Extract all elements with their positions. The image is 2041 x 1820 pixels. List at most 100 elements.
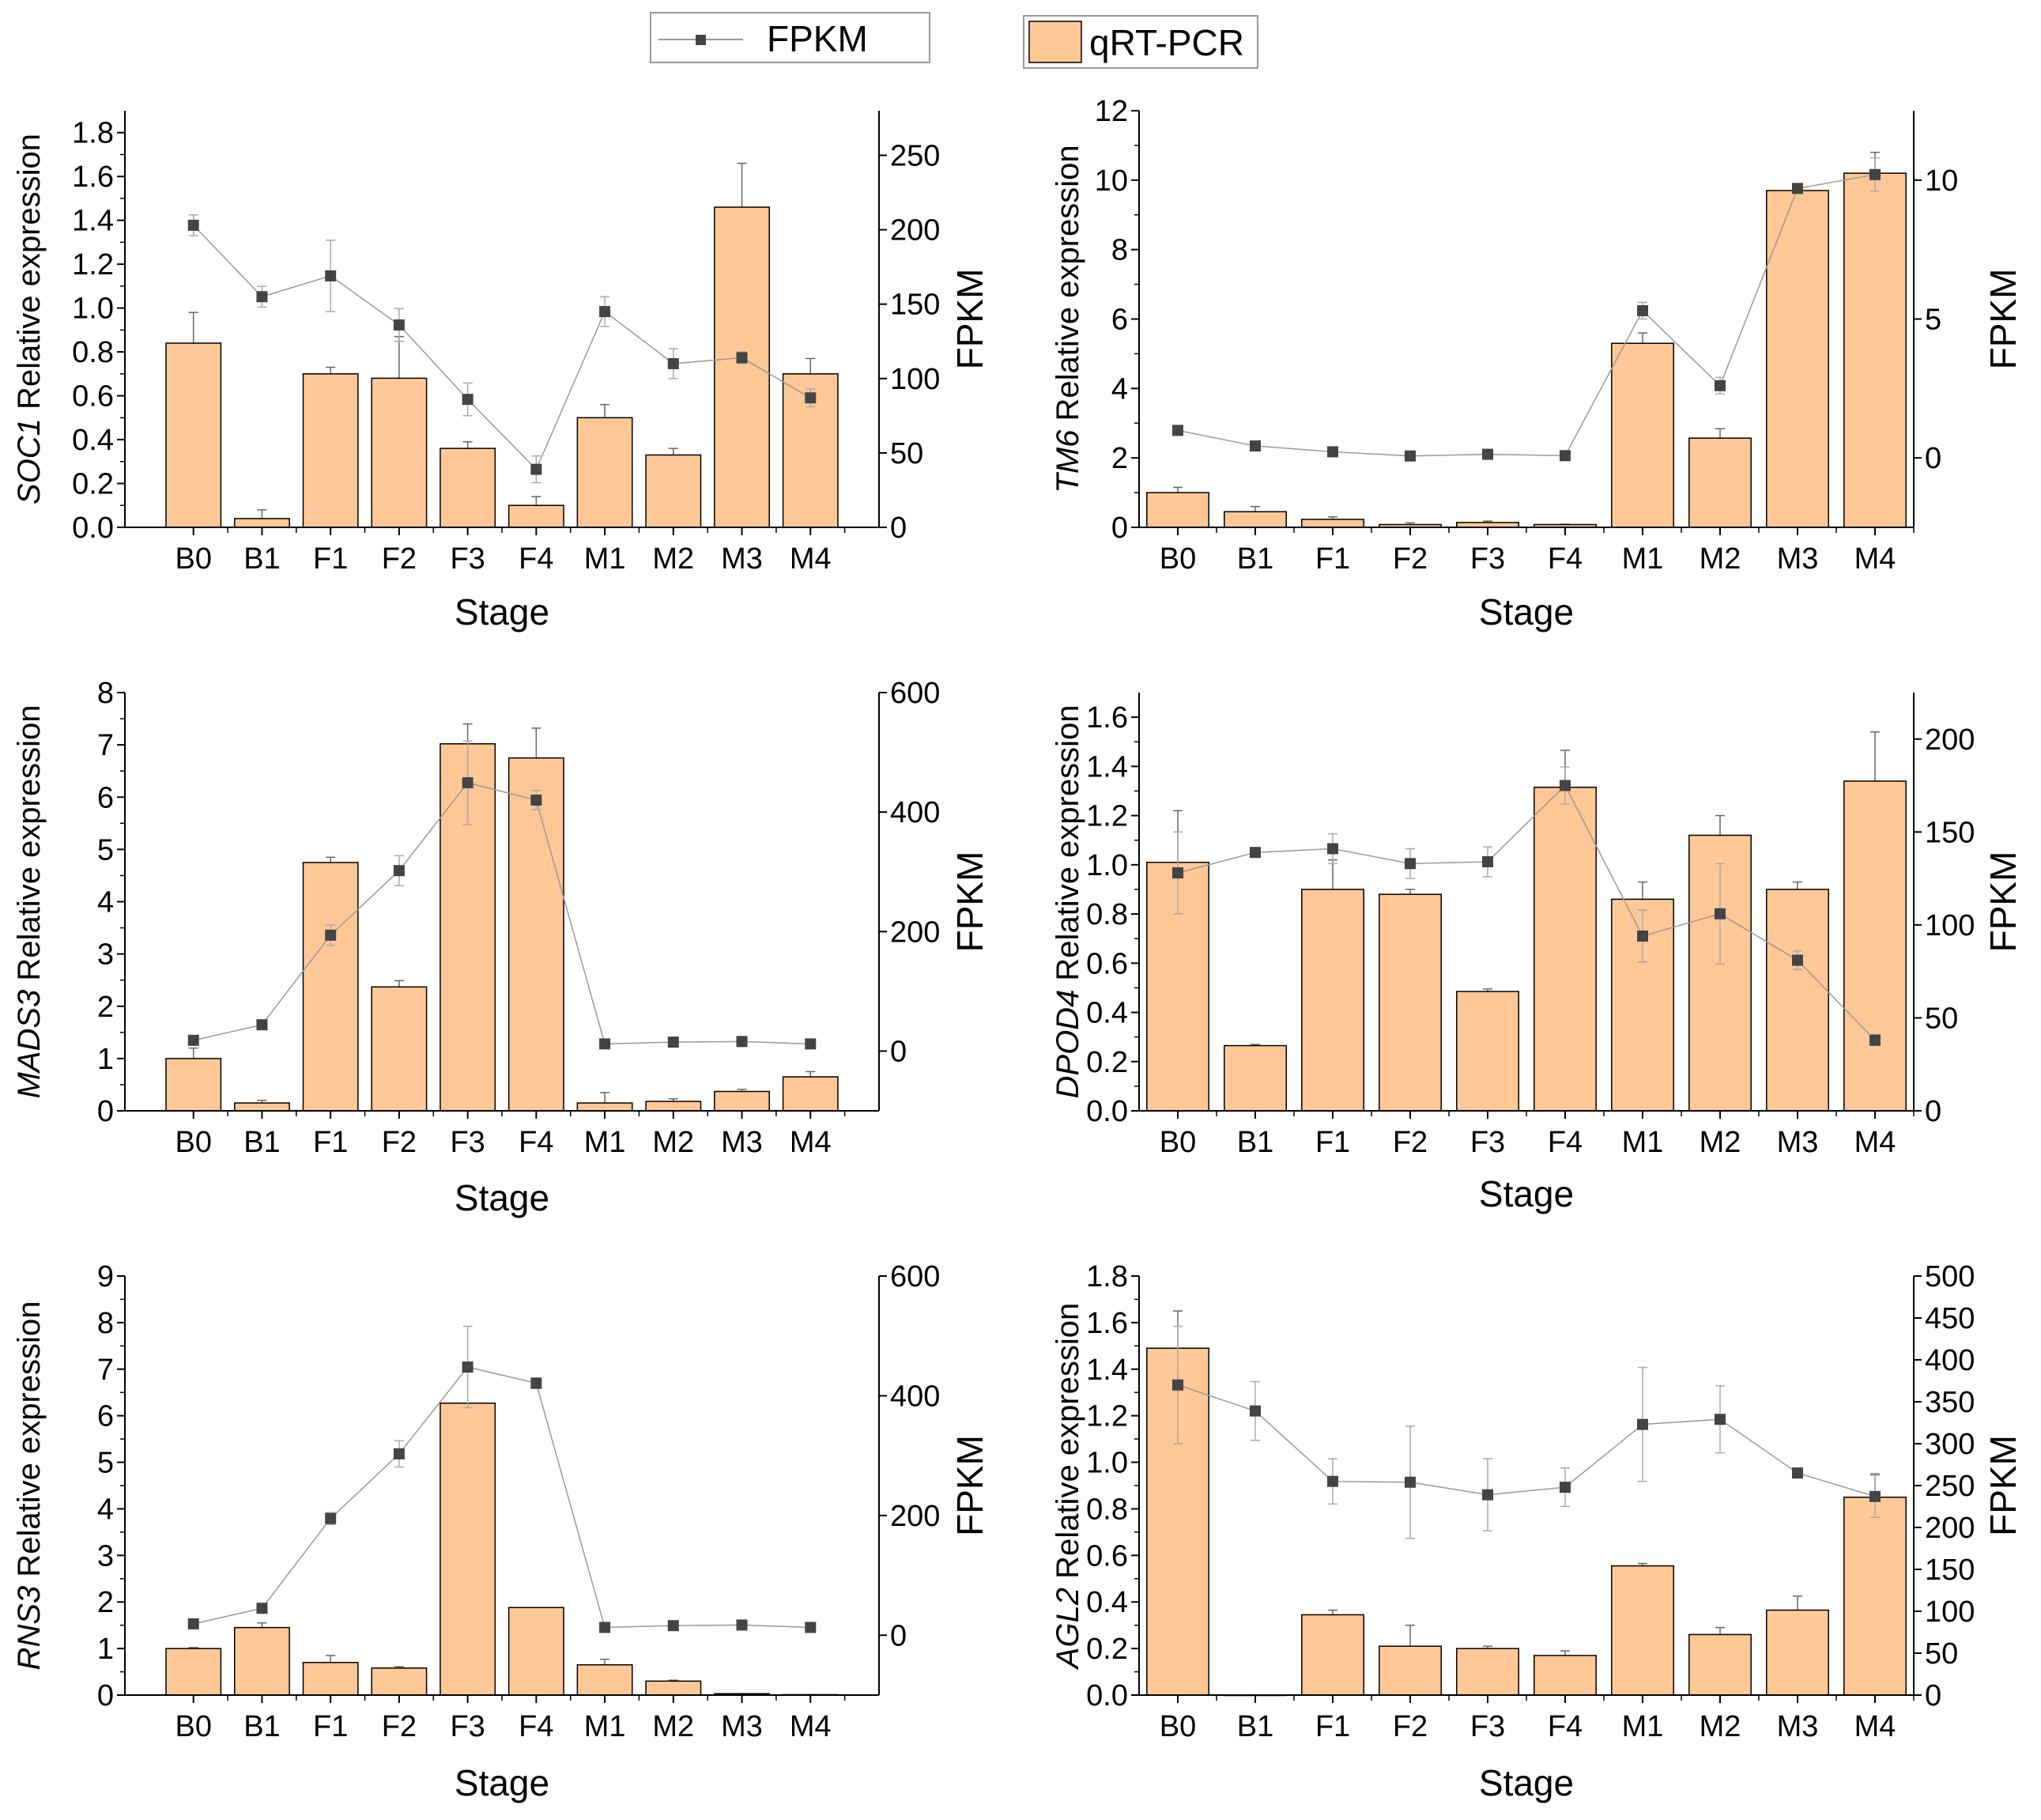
y-tick-label: 1 (97, 1043, 114, 1076)
x-tick-label: M2 (652, 1126, 694, 1159)
qpcr-bar-F4 (507, 1607, 564, 1696)
y-tick-label: 0.0 (1086, 1679, 1128, 1712)
x-axis-title: Stage (1479, 1173, 1574, 1214)
x-tick-label: B1 (243, 1126, 280, 1159)
fpkm-point-M1 (599, 1038, 611, 1050)
qpcr-bar-M1 (576, 1663, 633, 1696)
qpcr-bar-M4 (1843, 780, 1907, 1112)
qpcr-bar-F2 (371, 377, 428, 528)
fpkm-line (1177, 1384, 1876, 1497)
gene-name: AGL2 (1051, 1588, 1085, 1670)
qpcr-bar-M1 (1611, 342, 1674, 528)
y-tick-label: 5 (97, 1447, 114, 1480)
y2-axis-title: FPKM (949, 851, 990, 953)
fpkm-point-F2 (393, 319, 405, 331)
x-tick-label: F3 (1470, 1126, 1505, 1159)
y-axis-suffix: Relative expression (12, 705, 47, 990)
y-tick-label: 0.6 (1086, 947, 1128, 980)
y2-tick-label: 50 (1925, 1637, 1958, 1671)
y-tick-label: 1.6 (1086, 701, 1128, 734)
legend-fpkm: FPKM (650, 12, 930, 63)
y2-axis-title: FPKM (949, 1435, 990, 1536)
y2-tick-label: 150 (1925, 816, 1975, 849)
y-tick-label: 7 (97, 729, 114, 762)
fpkm-point-F3 (1482, 1489, 1493, 1501)
panel-agl2: 0.0 0.2 0.4 0.6 0.8 1.0 1.2 1.4 1.6 1.8 0 50 100 150 2… (1051, 1260, 2024, 1803)
x-axis-title: Stage (1479, 1762, 1574, 1803)
qpcr-bar-F1 (1301, 1614, 1364, 1696)
x-tick-label: F1 (313, 542, 348, 576)
fpkm-point-M1 (1637, 304, 1648, 316)
fpkm-point-F1 (1327, 446, 1338, 458)
fpkm-point-B1 (1250, 1405, 1261, 1417)
fpkm-point-M4 (805, 1622, 817, 1633)
x-tick-label: M3 (1777, 542, 1819, 576)
fpkm-point-F4 (530, 795, 542, 806)
y-tick-label: 1.4 (72, 205, 114, 238)
fpkm-point-F4 (1560, 780, 1571, 791)
fpkm-line (193, 225, 811, 470)
y-tick-label: 1.2 (1086, 1400, 1128, 1433)
qpcr-bar-B1 (1224, 1044, 1287, 1112)
x-tick-label: M2 (1700, 1126, 1741, 1159)
x-tick-label: F3 (1470, 1710, 1505, 1743)
y-axis-title: AGL2 Relative expression (1051, 1303, 1085, 1670)
x-tick-label: M1 (1622, 1126, 1664, 1159)
fpkm-point-B1 (1250, 847, 1261, 859)
y2-tick-label: 0 (1925, 1679, 1941, 1712)
x-tick-label: B1 (1237, 542, 1273, 576)
y-tick-label: 0 (1111, 512, 1128, 545)
y-tick-label: 0.6 (72, 380, 114, 413)
fpkm-point-F4 (530, 1377, 542, 1389)
fpkm-point-M2 (1715, 908, 1726, 919)
y-tick-label: 1.0 (1086, 849, 1128, 882)
qpcr-bar-F1 (1301, 889, 1364, 1112)
y-axis-suffix: Relative expression (1051, 1303, 1085, 1588)
qpcr-bar-B1 (234, 518, 290, 528)
y-axis-suffix: Relative expression (1051, 145, 1085, 429)
y-tick-label: 1.8 (72, 117, 114, 150)
qpcr-bar-F3 (1456, 1648, 1519, 1696)
y-tick-label: 1.4 (1086, 750, 1128, 784)
fpkm-point-F1 (1327, 1475, 1338, 1487)
fpkm-point-F4 (1560, 450, 1571, 462)
y-tick-label: 1.0 (1086, 1447, 1128, 1480)
x-tick-label: M4 (790, 1126, 832, 1159)
x-tick-label: M2 (652, 1710, 694, 1743)
qpcr-bar-B1 (234, 1626, 290, 1696)
x-tick-label: M2 (1700, 1710, 1741, 1743)
fpkm-line (193, 782, 811, 1045)
x-tick-label: F2 (1393, 1126, 1428, 1159)
y-tick-label: 0.8 (72, 336, 114, 369)
fpkm-point-F2 (1405, 1476, 1416, 1488)
gene-name: DPOD4 (1051, 990, 1085, 1099)
qpcr-bar-B0 (165, 1058, 222, 1112)
x-tick-label: F4 (1548, 1126, 1583, 1159)
x-tick-label: F3 (450, 542, 485, 576)
y-tick-label: 0 (97, 1095, 114, 1128)
gene-name: SOC1 (12, 418, 47, 504)
y-tick-label: 1.4 (1086, 1354, 1128, 1387)
fpkm-point-F1 (325, 929, 337, 941)
x-tick-label: M1 (584, 542, 626, 576)
fpkm-point-F2 (1405, 858, 1416, 870)
x-tick-label: F4 (1548, 1710, 1583, 1743)
y2-axis-title: FPKM (949, 269, 990, 370)
x-tick-label: F4 (1548, 542, 1583, 576)
x-tick-label: M3 (1777, 1710, 1819, 1743)
panel-mads3: 0 1 2 3 4 5 6 7 8 0 200 400 600 B0 B1 F1 F2 F3 F4 M1 M2 M3 M4 S… (12, 677, 990, 1218)
qpcr-bar-B0 (1146, 492, 1209, 528)
fpkm-point-F2 (393, 1448, 405, 1459)
y2-tick-label: 150 (890, 289, 940, 322)
x-tick-label: M1 (1622, 542, 1664, 576)
fpkm-line (1177, 174, 1876, 457)
x-tick-label: F1 (1315, 1710, 1350, 1743)
y2-tick-label: 100 (1925, 1595, 1975, 1629)
x-tick-label: B0 (175, 1126, 211, 1159)
qpcr-bar-F2 (1379, 1645, 1442, 1696)
y-tick-label: 0.4 (1086, 1586, 1128, 1619)
fpkm-point-M2 (1715, 379, 1726, 391)
x-tick-label: M4 (1854, 1710, 1896, 1743)
qpcr-bar-M2 (645, 1680, 702, 1696)
x-tick-label: M1 (584, 1710, 626, 1743)
